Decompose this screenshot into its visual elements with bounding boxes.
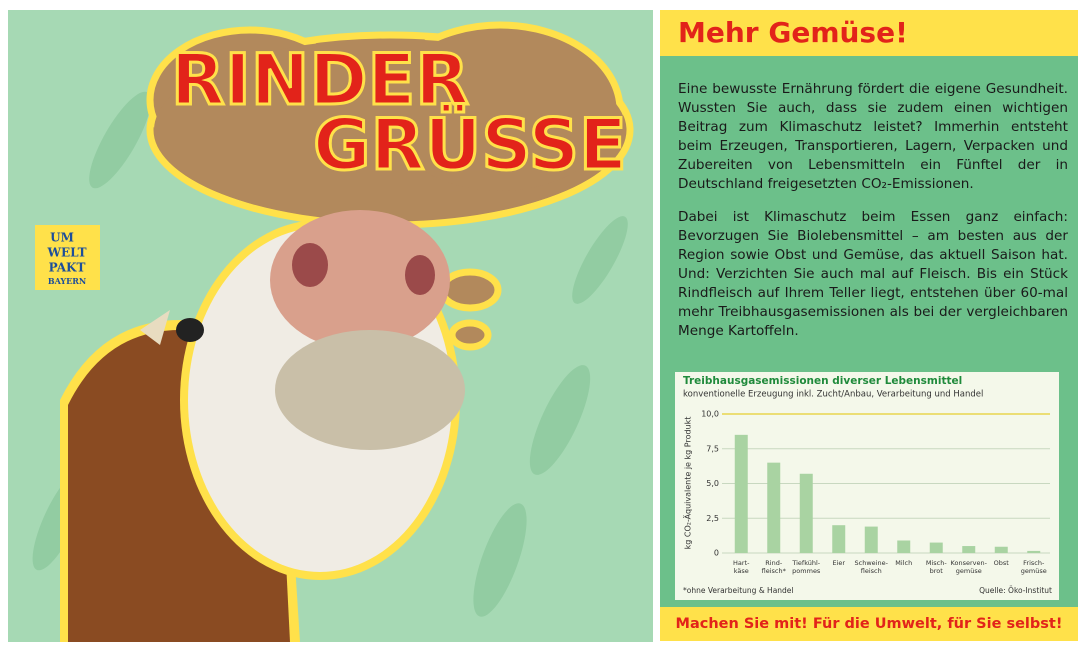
background (8, 10, 653, 642)
cow (60, 210, 465, 642)
logo-text: BAYERN (48, 276, 86, 286)
paragraph: Eine bewusste Ernährung fördert die eige… (678, 80, 1068, 194)
logo-text: PAKT (49, 261, 86, 275)
logo: UM WELT PAKT BAYERN (46, 231, 86, 287)
logo-text: UM (50, 231, 74, 245)
thought-cloud (384, 29, 616, 191)
heading: Mehr Gemüse! (660, 10, 1078, 56)
carrot-pattern (22, 84, 637, 622)
cloud-title: RINDER (171, 39, 469, 121)
thought-cloud (150, 25, 630, 347)
logo-text: WELT (46, 246, 86, 260)
logo-box (35, 225, 100, 290)
footer-banner: Machen Sie mit! Für die Umwelt, für Sie … (660, 607, 1078, 641)
page: Mehr Gemüse! Eine bewusste Ernährung för… (0, 0, 1083, 648)
cloud-title: GRÜSSE (313, 104, 627, 186)
paragraph: Dabei ist Klimaschutz beim Essen ganz ei… (678, 208, 1068, 341)
thought-cloud (154, 39, 626, 221)
